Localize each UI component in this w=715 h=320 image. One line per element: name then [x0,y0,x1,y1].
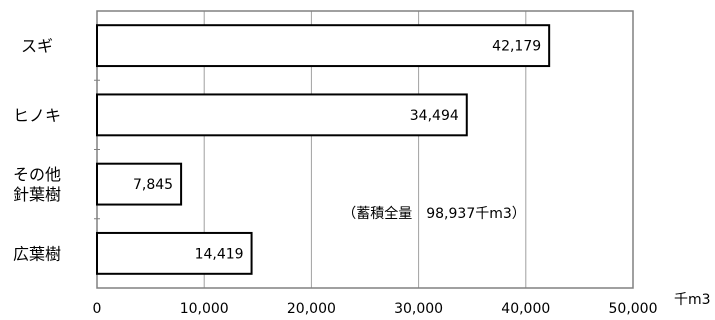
category-label: その他針葉樹 [13,165,61,204]
bar [96,93,468,137]
category-label-line: ヒノキ [13,106,61,125]
category-label: ヒノキ [13,106,61,125]
data-label: 14,419 [195,246,244,262]
category-label: スギ [21,37,53,56]
bars: 42,179 34,494 7,845 14,419 [96,24,551,275]
bar [96,162,183,206]
bar [96,231,253,275]
data-label: 7,845 [133,177,173,193]
x-axis-unit-label: 千m3 [674,292,711,308]
bar [96,24,551,68]
plot-frame [96,10,634,289]
x-tick-label: 50,000 [609,301,658,317]
x-tick-label: 40,000 [501,301,550,317]
data-label: 34,494 [410,108,459,124]
category-label: 広葉樹 [13,244,61,263]
data-label: 42,179 [492,39,541,55]
category-label-line: 針葉樹 [13,185,61,204]
total-stock-annotation: （蓄積全量 98,937千m3） [342,205,526,222]
x-tick-label: 0 [93,301,102,317]
x-tick-label: 30,000 [394,301,443,317]
x-tick-label: 20,000 [287,301,336,317]
category-label-line: その他 [13,165,61,184]
x-axis-tick-labels: 0 10,000 20,000 30,000 40,000 50,000 [93,301,658,317]
category-label-line: スギ [21,37,53,56]
category-label-line: 広葉樹 [13,244,61,263]
x-tick-label: 10,000 [180,301,229,317]
